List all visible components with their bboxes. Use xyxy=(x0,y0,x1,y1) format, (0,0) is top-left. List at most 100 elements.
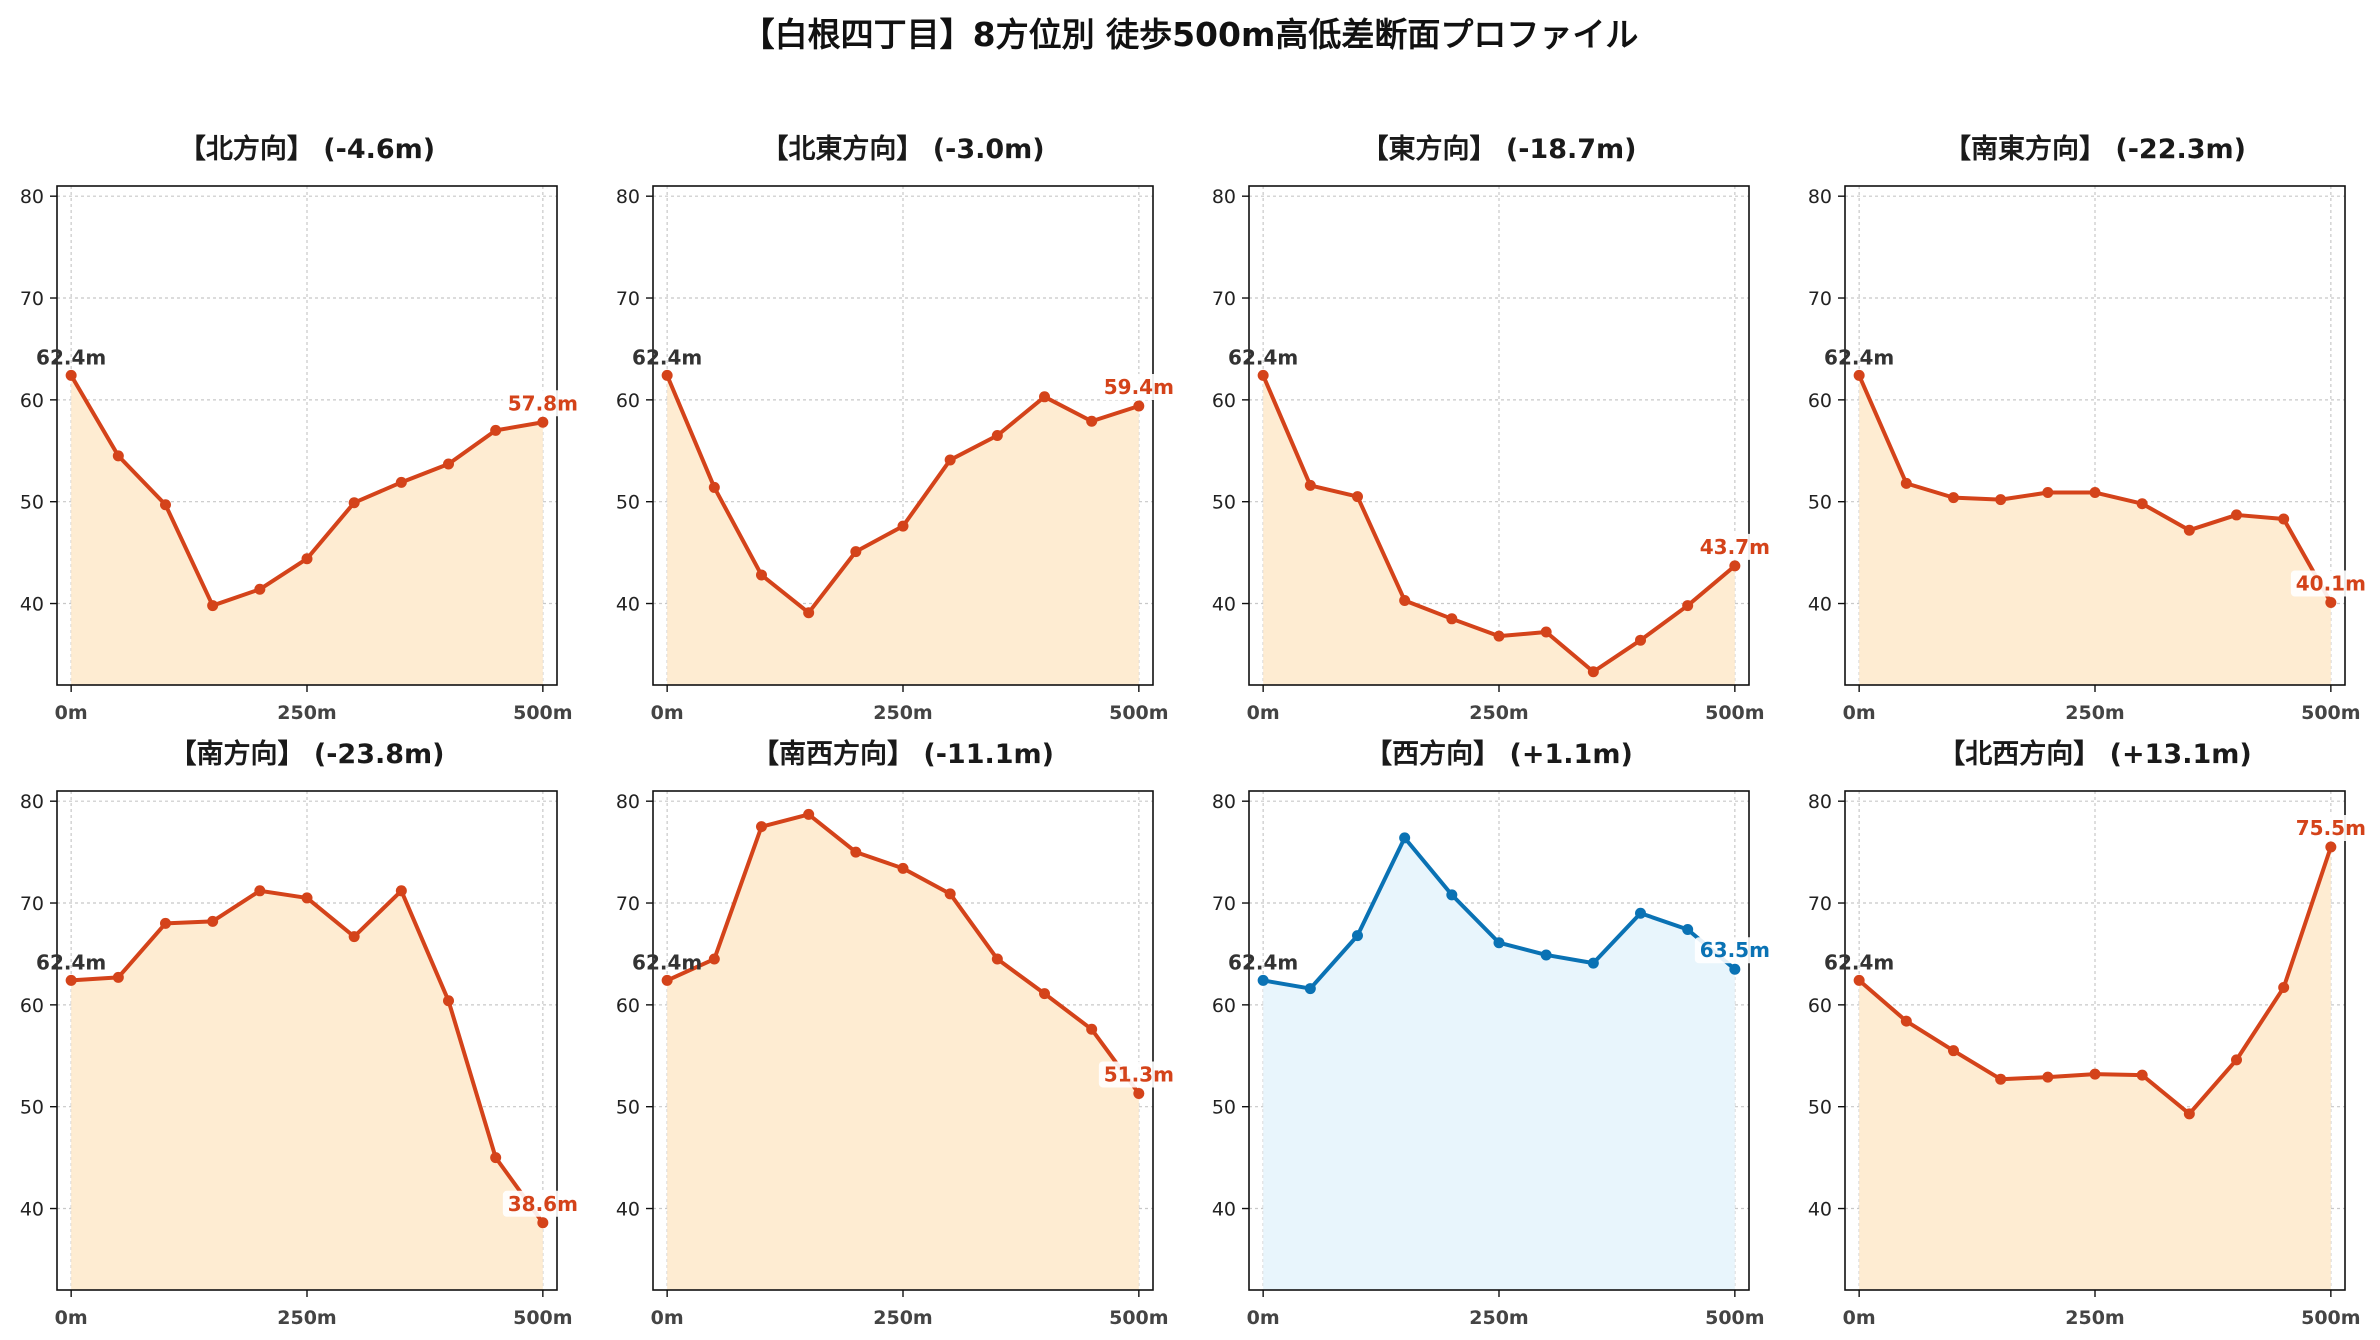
area-fill xyxy=(1263,375,1735,685)
data-point xyxy=(207,915,219,927)
end-elevation-label: 63.5m xyxy=(1700,938,1770,962)
data-point xyxy=(1635,634,1647,646)
data-point xyxy=(1900,1015,1912,1027)
panel-3: 【南東方向】 (-22.3m) 40 50 60 70 80 0m 250m 500m 62.4m… xyxy=(1808,133,2371,724)
data-point xyxy=(991,430,1003,441)
x-tick-label: 250m xyxy=(277,1307,336,1329)
data-point xyxy=(1947,492,1959,504)
x-tick-label: 500m xyxy=(513,702,572,724)
data-point xyxy=(1399,594,1411,606)
figure-title: 【白根四丁目】8方位別 徒歩500m高低差断面プロファイル xyxy=(741,15,1639,54)
data-point xyxy=(1446,889,1458,901)
data-point xyxy=(661,369,673,381)
data-point xyxy=(1086,1023,1098,1035)
data-point xyxy=(2042,487,2054,499)
data-point xyxy=(708,953,720,965)
y-tick-label: 40 xyxy=(616,1199,640,1221)
data-point xyxy=(850,546,862,558)
y-tick-label: 40 xyxy=(20,594,44,616)
y-tick-label: 50 xyxy=(1212,1097,1236,1119)
y-tick-label: 50 xyxy=(1808,1097,1832,1119)
data-point xyxy=(1995,1073,2007,1085)
data-point xyxy=(1635,907,1647,919)
data-point xyxy=(443,458,455,470)
start-elevation-label: 62.4m xyxy=(1228,345,1298,369)
y-tick-label: 40 xyxy=(1808,594,1832,616)
data-point xyxy=(65,974,77,986)
data-point xyxy=(1086,415,1098,427)
data-point xyxy=(2325,597,2337,609)
y-tick-label: 80 xyxy=(616,791,640,813)
area-fill xyxy=(1263,837,1735,1290)
data-point xyxy=(1853,974,1865,986)
data-point xyxy=(65,369,77,381)
y-tick-label: 80 xyxy=(1808,791,1832,813)
panel-7: 【北西方向】 (+13.1m) 40 50 60 70 80 0m 250m 500m 62.4m… xyxy=(1808,738,2371,1329)
x-tick-label: 0m xyxy=(651,1307,684,1329)
data-point xyxy=(301,892,313,904)
y-tick-label: 70 xyxy=(616,893,640,915)
y-tick-label: 50 xyxy=(20,492,44,514)
data-point xyxy=(2231,1054,2243,1066)
panel-4: 【南方向】 (-23.8m) 40 50 60 70 80 0m 250m 500m 62.4m 3… xyxy=(20,738,583,1329)
data-point xyxy=(1900,477,1912,489)
x-tick-label: 250m xyxy=(873,702,932,724)
y-tick-label: 80 xyxy=(20,186,44,208)
end-elevation-label: 38.6m xyxy=(508,1192,578,1216)
panel-6: 【西方向】 (+1.1m) 40 50 60 70 80 0m 250m 500m 62.4m 63… xyxy=(1212,738,1775,1329)
panel-title: 【南西方向】 (-11.1m) xyxy=(752,738,1054,770)
data-point xyxy=(1133,400,1145,412)
x-tick-label: 500m xyxy=(2301,702,2360,724)
data-point xyxy=(1399,832,1411,844)
data-point xyxy=(2183,524,2195,536)
panel-title: 【南東方向】 (-22.3m) xyxy=(1944,133,2246,165)
data-point xyxy=(395,476,407,488)
data-point xyxy=(1493,630,1505,642)
data-point xyxy=(991,953,1003,965)
data-point xyxy=(1351,930,1363,942)
area-fill xyxy=(667,814,1139,1290)
data-point xyxy=(1351,491,1363,503)
y-tick-label: 80 xyxy=(20,791,44,813)
data-point xyxy=(2136,1069,2148,1081)
y-tick-label: 80 xyxy=(1808,186,1832,208)
x-tick-label: 500m xyxy=(2301,1307,2360,1329)
data-point xyxy=(1257,369,1269,381)
data-point xyxy=(1947,1045,1959,1057)
y-tick-label: 40 xyxy=(616,594,640,616)
y-tick-label: 60 xyxy=(1808,995,1832,1017)
y-tick-label: 50 xyxy=(1808,492,1832,514)
data-point xyxy=(1304,479,1316,491)
x-tick-label: 250m xyxy=(277,702,336,724)
x-tick-label: 500m xyxy=(1705,702,1764,724)
data-point xyxy=(2089,1068,2101,1080)
x-tick-label: 500m xyxy=(513,1307,572,1329)
start-elevation-label: 62.4m xyxy=(1824,950,1894,974)
data-point xyxy=(1995,494,2007,506)
y-tick-label: 60 xyxy=(616,390,640,412)
y-tick-label: 50 xyxy=(20,1097,44,1119)
data-point xyxy=(490,424,502,436)
data-point xyxy=(897,520,909,532)
data-point xyxy=(301,553,313,565)
data-point xyxy=(850,846,862,858)
panel-title: 【東方向】 (-18.7m) xyxy=(1361,133,1636,165)
data-point xyxy=(1587,666,1599,678)
panel-1: 【北東方向】 (-3.0m) 40 50 60 70 80 0m 250m 500m 62.4m 5… xyxy=(616,133,1179,724)
data-point xyxy=(2136,498,2148,510)
x-tick-label: 500m xyxy=(1109,702,1168,724)
end-elevation-label: 43.7m xyxy=(1700,535,1770,559)
data-point xyxy=(348,497,360,509)
end-label-background xyxy=(1098,373,1179,400)
end-label-background xyxy=(1694,533,1775,560)
data-point xyxy=(159,917,171,929)
x-tick-label: 0m xyxy=(1843,1307,1876,1329)
panel-title: 【西方向】 (+1.1m) xyxy=(1365,738,1633,770)
start-elevation-label: 62.4m xyxy=(632,345,702,369)
area-fill xyxy=(71,890,543,1290)
data-point xyxy=(348,931,360,943)
data-point xyxy=(1304,983,1316,995)
data-point xyxy=(2042,1071,2054,1083)
y-tick-label: 70 xyxy=(20,893,44,915)
